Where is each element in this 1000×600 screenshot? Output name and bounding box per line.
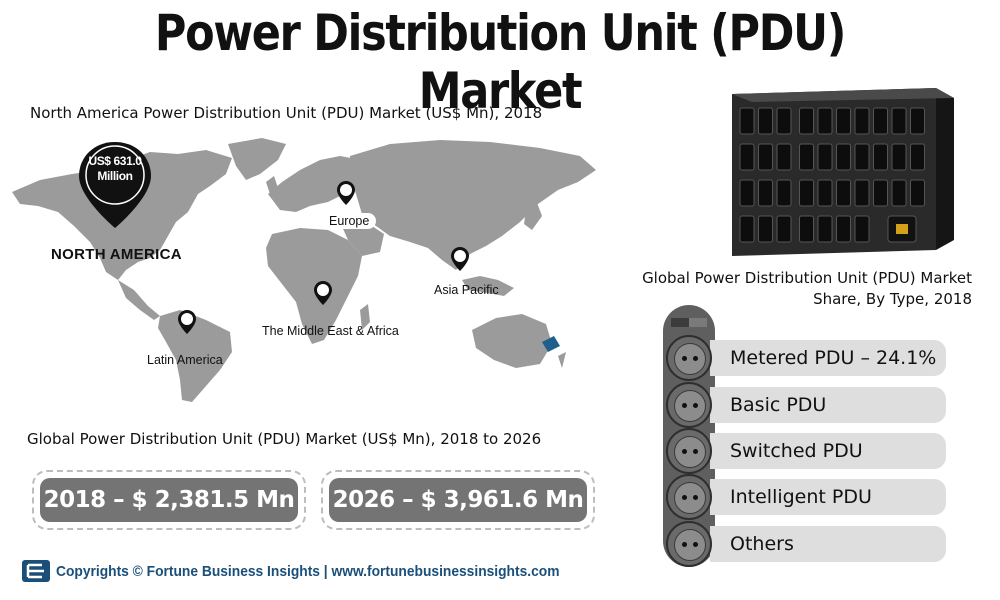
- value-2018: 2018 – $ 2,381.5 Mn: [40, 478, 298, 522]
- socket-icon: [666, 382, 712, 428]
- footer: Copyrights © Fortune Business Insights |…: [22, 560, 603, 582]
- north-america-value-unit: Million: [97, 169, 133, 183]
- socket-icon: [666, 474, 712, 520]
- footer-copyright: Copyrights © Fortune Business Insights |…: [56, 562, 560, 580]
- growth-title: Global Power Distribution Unit (PDU) Mar…: [27, 430, 542, 448]
- region-label-europe: Europe: [322, 213, 377, 229]
- middle-east-africa-pin-icon: [314, 281, 332, 305]
- type-item-switched-pdu: Switched PDU: [710, 433, 946, 469]
- europe-pin-icon: [337, 181, 355, 205]
- region-label-latin-america: Latin America: [147, 353, 223, 367]
- value-box-2018: 2018 – $ 2,381.5 Mn: [32, 470, 306, 530]
- north-america-value-amount: US$ 631.0: [88, 154, 142, 168]
- asia-pacific-pin-icon: [451, 247, 469, 271]
- north-america-label: NORTH AMERICA: [51, 246, 182, 263]
- region-label-middle-east-africa: The Middle East & Africa: [262, 324, 399, 338]
- pdu-device-image: [732, 88, 954, 256]
- type-item-others: Others: [710, 526, 946, 562]
- type-share-title-line1: Global Power Distribution Unit (PDU) Mar…: [642, 269, 972, 287]
- latin-america-pin-icon: [178, 310, 196, 334]
- value-2026: 2026 – $ 3,961.6 Mn: [329, 478, 587, 522]
- type-item-intelligent-pdu: Intelligent PDU: [710, 479, 946, 515]
- type-item-basic-pdu: Basic PDU: [710, 387, 946, 423]
- north-america-pin-icon: [79, 142, 151, 228]
- socket-icon: [666, 335, 712, 381]
- page-title: Power Distribution Unit (PDU) Market: [154, 4, 847, 120]
- map-title: North America Power Distribution Unit (P…: [30, 104, 543, 122]
- region-label-asia-pacific: Asia Pacific: [434, 283, 499, 297]
- fortune-business-insights-logo-icon: [22, 560, 50, 582]
- value-box-2026: 2026 – $ 3,961.6 Mn: [321, 470, 595, 530]
- socket-icon: [666, 428, 712, 474]
- type-share-title-line2: Share, By Type, 2018: [813, 290, 972, 308]
- socket-icon: [666, 521, 712, 567]
- power-strip-switch: [671, 318, 707, 327]
- type-share-title: Global Power Distribution Unit (PDU) Mar…: [642, 268, 972, 310]
- type-item-metered-pdu: Metered PDU – 24.1%: [710, 340, 946, 376]
- north-america-value: US$ 631.0 Million: [78, 154, 152, 184]
